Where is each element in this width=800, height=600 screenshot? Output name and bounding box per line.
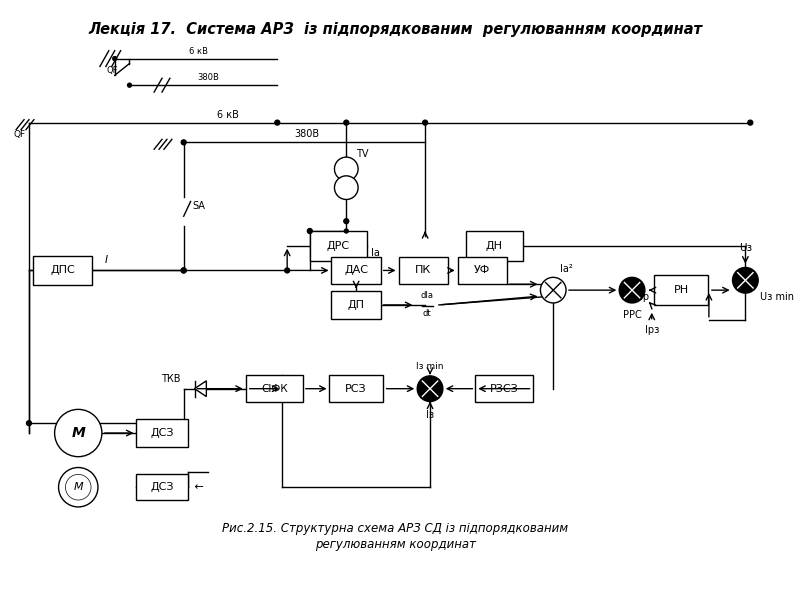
FancyBboxPatch shape bbox=[310, 231, 367, 260]
Text: ←: ← bbox=[190, 482, 203, 492]
Text: ДРС: ДРС bbox=[327, 241, 350, 251]
Circle shape bbox=[334, 157, 358, 181]
Text: TV: TV bbox=[356, 149, 369, 159]
Circle shape bbox=[66, 475, 91, 500]
Circle shape bbox=[182, 140, 186, 145]
Text: ДП: ДП bbox=[348, 300, 365, 310]
FancyBboxPatch shape bbox=[33, 256, 92, 285]
Circle shape bbox=[275, 120, 280, 125]
Text: Ia²: Ia² bbox=[560, 265, 573, 274]
Text: Ip: Ip bbox=[640, 292, 649, 302]
Text: QF: QF bbox=[14, 130, 26, 139]
FancyBboxPatch shape bbox=[136, 419, 188, 447]
Text: SA: SA bbox=[193, 202, 206, 211]
Text: dt: dt bbox=[422, 309, 431, 318]
Text: ДСЗ: ДСЗ bbox=[150, 428, 174, 438]
Circle shape bbox=[307, 229, 312, 233]
Circle shape bbox=[748, 120, 753, 125]
FancyBboxPatch shape bbox=[398, 257, 448, 284]
Text: Рис.2.15. Структурна схема АРЗ СД із підпорядкованим: Рис.2.15. Структурна схема АРЗ СД із під… bbox=[222, 522, 569, 535]
Text: Uз min: Uз min bbox=[760, 292, 794, 302]
Text: регулюванням координат: регулюванням координат bbox=[315, 538, 476, 551]
Text: ДАС: ДАС bbox=[344, 265, 368, 275]
Text: I: I bbox=[105, 254, 108, 265]
FancyBboxPatch shape bbox=[458, 257, 507, 284]
Text: 6 кВ: 6 кВ bbox=[189, 47, 208, 56]
Circle shape bbox=[182, 268, 186, 273]
Circle shape bbox=[541, 277, 566, 303]
Circle shape bbox=[418, 376, 443, 401]
Text: СІФК: СІФК bbox=[261, 383, 288, 394]
Text: ТКВ: ТКВ bbox=[162, 374, 181, 384]
FancyBboxPatch shape bbox=[466, 231, 522, 260]
Circle shape bbox=[344, 219, 349, 224]
Text: РСЗ: РСЗ bbox=[346, 383, 367, 394]
FancyBboxPatch shape bbox=[331, 257, 381, 284]
Polygon shape bbox=[194, 381, 206, 397]
Circle shape bbox=[422, 120, 427, 125]
Circle shape bbox=[733, 268, 758, 293]
Text: dIa: dIa bbox=[421, 291, 434, 300]
FancyBboxPatch shape bbox=[329, 375, 383, 403]
Text: Iз: Iз bbox=[426, 410, 434, 421]
Text: ПК: ПК bbox=[415, 265, 431, 275]
Text: Ia: Ia bbox=[371, 248, 380, 257]
FancyBboxPatch shape bbox=[331, 291, 381, 319]
Circle shape bbox=[182, 268, 186, 273]
Text: M: M bbox=[74, 482, 83, 492]
Text: M: M bbox=[71, 426, 85, 440]
FancyBboxPatch shape bbox=[654, 275, 709, 305]
Text: Ipз: Ipз bbox=[645, 325, 659, 335]
Circle shape bbox=[619, 277, 645, 303]
Circle shape bbox=[285, 268, 290, 273]
Text: 380В: 380В bbox=[294, 130, 319, 139]
FancyBboxPatch shape bbox=[475, 375, 533, 403]
Circle shape bbox=[344, 120, 349, 125]
Circle shape bbox=[54, 409, 102, 457]
Text: Лекція 17.  Система АРЗ  із підпорядкованим  регулюванням координат: Лекція 17. Система АРЗ із підпорядковани… bbox=[89, 22, 702, 37]
Text: РН: РН bbox=[674, 285, 689, 295]
Text: Uз: Uз bbox=[739, 243, 752, 253]
Circle shape bbox=[334, 176, 358, 199]
Text: 6 кВ: 6 кВ bbox=[217, 110, 239, 119]
Text: ДН: ДН bbox=[486, 241, 502, 251]
Text: УФ: УФ bbox=[474, 265, 490, 275]
Text: ДСЗ: ДСЗ bbox=[150, 482, 174, 492]
Circle shape bbox=[113, 56, 117, 61]
Text: 380В: 380В bbox=[198, 73, 219, 82]
Text: РЗСЗ: РЗСЗ bbox=[490, 383, 518, 394]
FancyBboxPatch shape bbox=[246, 375, 303, 403]
Text: РРС: РРС bbox=[622, 310, 642, 320]
Circle shape bbox=[58, 467, 98, 507]
Text: ДПС: ДПС bbox=[50, 265, 75, 275]
Text: QF: QF bbox=[107, 66, 118, 75]
Circle shape bbox=[127, 83, 131, 87]
Text: Iз min: Iз min bbox=[416, 362, 444, 371]
FancyBboxPatch shape bbox=[136, 475, 188, 500]
Circle shape bbox=[344, 229, 348, 233]
Circle shape bbox=[26, 421, 31, 425]
